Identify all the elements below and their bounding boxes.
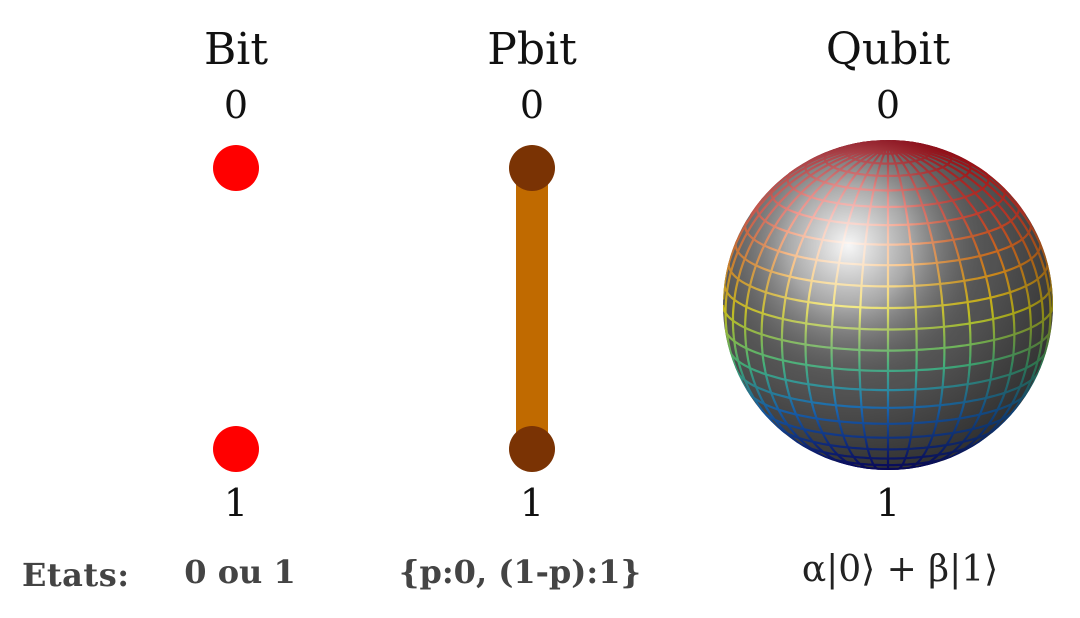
bit-dot-0 xyxy=(213,145,259,191)
qubit-state-1-label: 1 xyxy=(875,481,901,525)
bit-dot-1 xyxy=(213,426,259,472)
states-prefix: Etats: xyxy=(22,556,130,594)
bit-state-0-label: 0 xyxy=(223,83,249,127)
bit-state-1-label: 1 xyxy=(223,481,249,525)
pbit-state-0-label: 0 xyxy=(519,83,545,127)
qubit-state-0-label: 0 xyxy=(875,83,901,127)
qubit-title: Qubit xyxy=(825,24,951,75)
bloch-sphere xyxy=(723,140,1053,470)
pbit-title: Pbit xyxy=(487,24,577,75)
bit-states: 0 ou 1 xyxy=(184,553,296,591)
bit-title: Bit xyxy=(203,24,269,75)
pbit-end-1 xyxy=(509,426,555,472)
pbit-end-0 xyxy=(509,145,555,191)
pbit-bar xyxy=(516,168,548,449)
pbit-state-1-label: 1 xyxy=(519,481,545,525)
pbit-states: {p:0, (1-p):1} xyxy=(398,553,642,591)
qubit-states-formula: α|0⟩ + β|1⟩ xyxy=(801,549,999,590)
